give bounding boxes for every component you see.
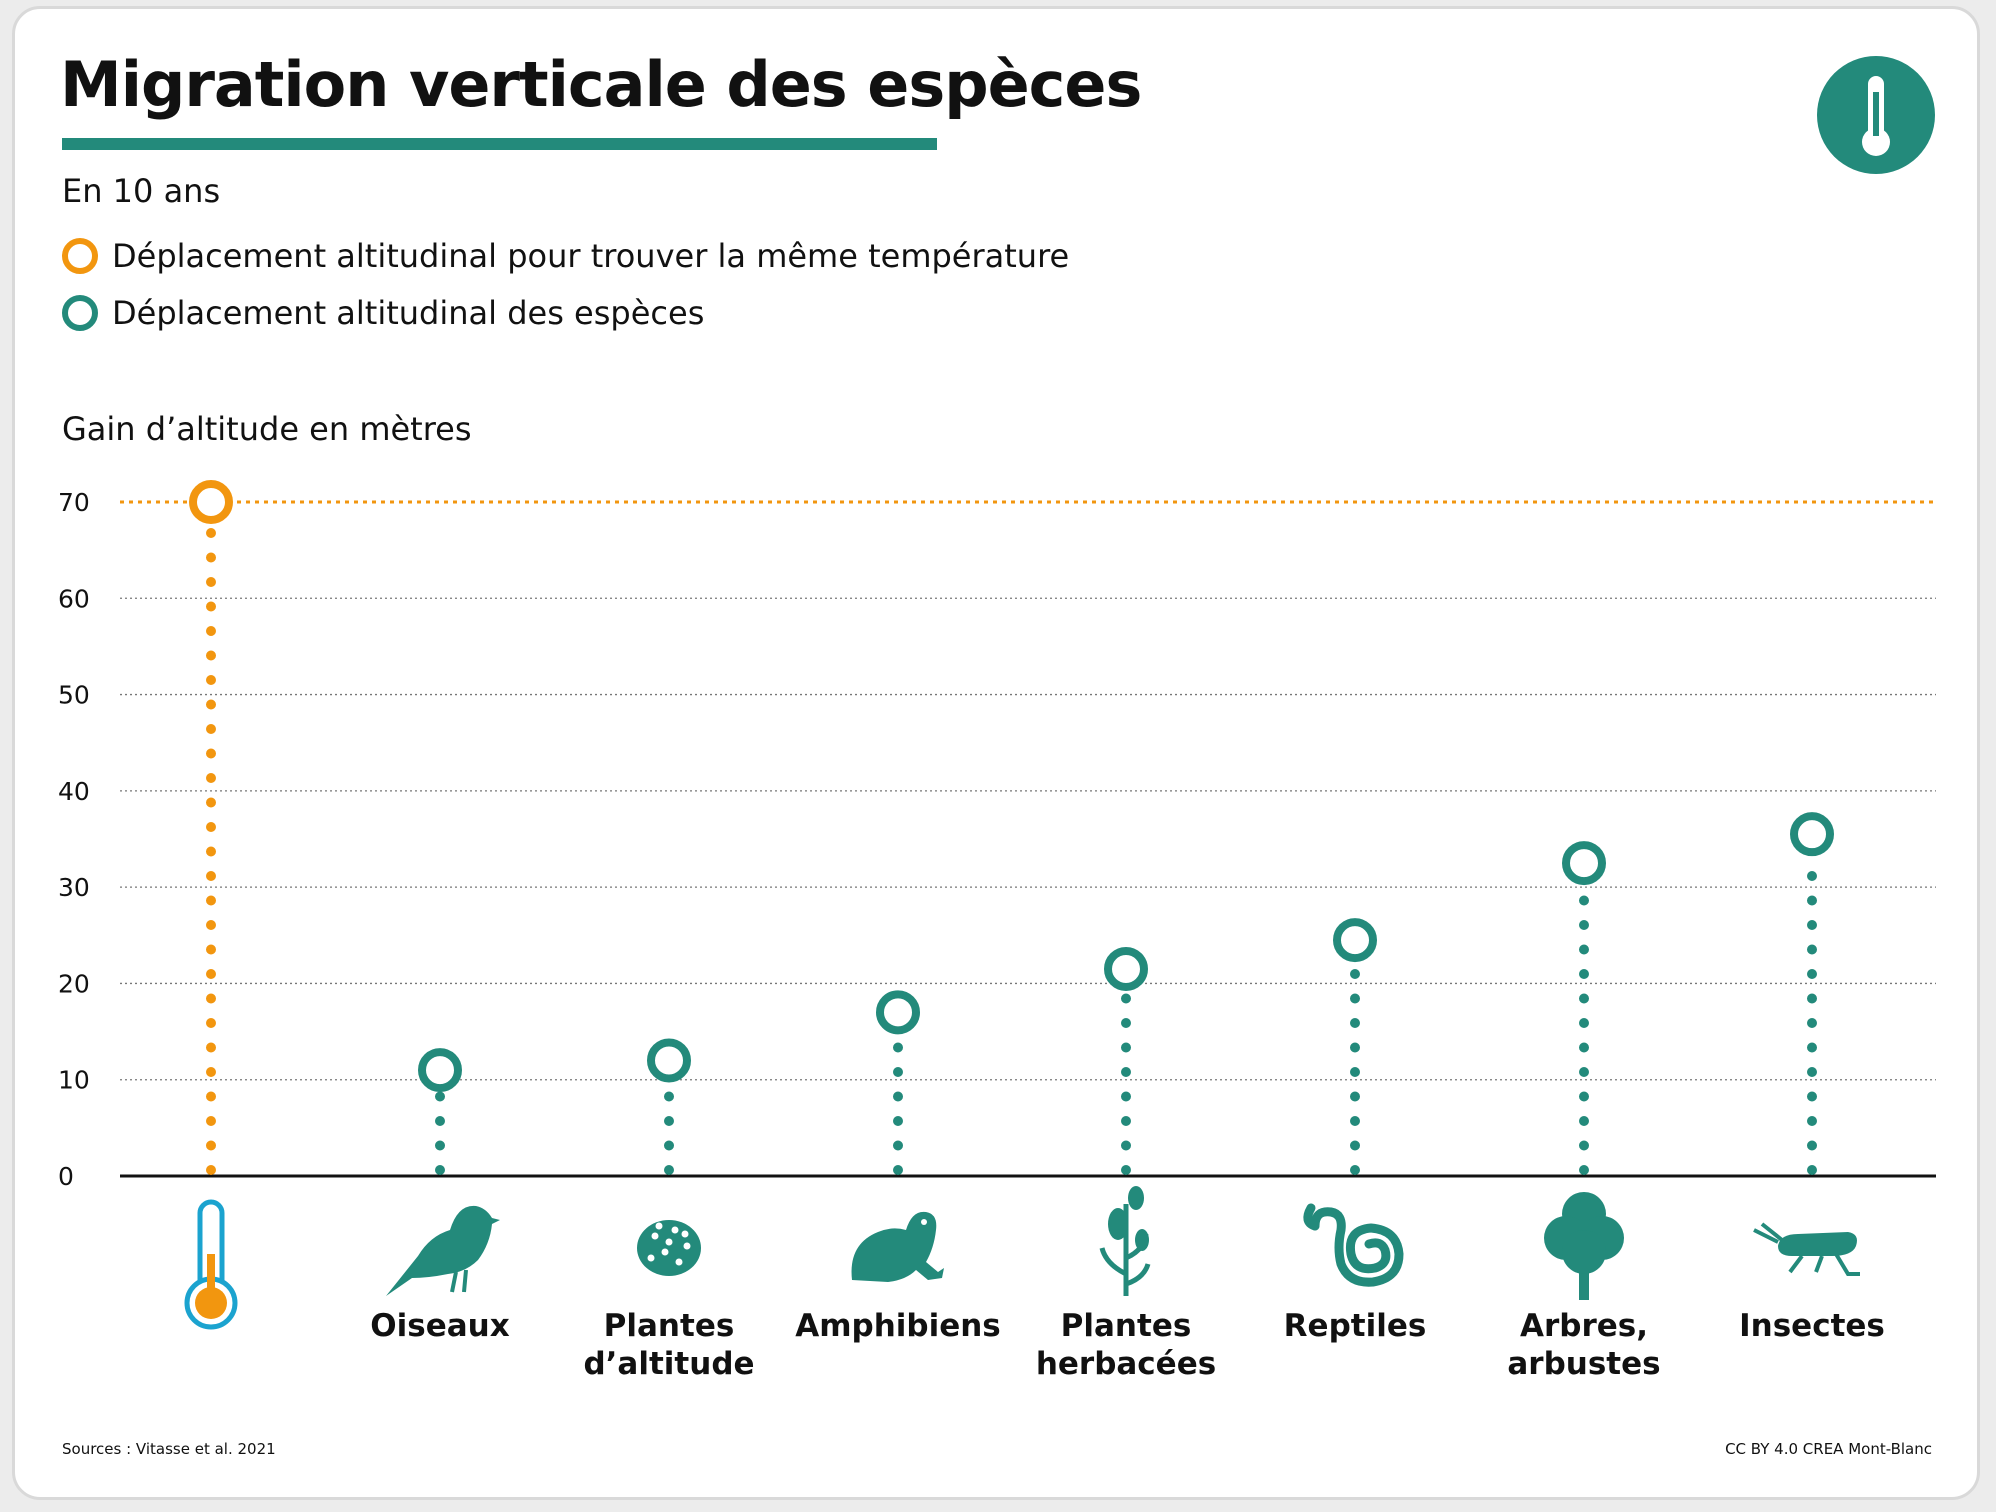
legend-item-species: Déplacement altitudinal des espèces: [62, 294, 704, 332]
category-1-label-line: Oiseaux: [370, 1308, 509, 1344]
legend-label-species: Déplacement altitudinal des espèces: [112, 294, 705, 332]
y-tick-label: 70: [58, 488, 90, 517]
y-axis-label: Gain d’altitude en mètres: [62, 410, 472, 448]
y-tick-label: 10: [58, 1066, 90, 1095]
category-6-marker: [1562, 841, 1606, 886]
frog-icon: [851, 1211, 944, 1282]
page-title: Migration verticale des espèces: [60, 48, 1142, 121]
category-2-label-line: Plantes: [604, 1308, 735, 1344]
category-6-label-line: arbustes: [1507, 1346, 1660, 1382]
category-4-label: Plantes herbacées: [1036, 1308, 1216, 1382]
subtitle: En 10 ans: [62, 172, 221, 210]
alpine-plant-icon: [637, 1220, 701, 1276]
category-4-label-line: Plantes: [1061, 1308, 1192, 1344]
source-note: Sources : Vitasse et al. 2021: [62, 1440, 276, 1458]
thermometer-icon: [184, 1199, 238, 1330]
y-tick-label: 60: [58, 584, 90, 613]
category-1-marker: [418, 1048, 462, 1093]
y-tick-label: 30: [58, 873, 90, 902]
category-2-label: Plantes d’altitude: [583, 1308, 754, 1382]
category-7-label-line: Insectes: [1739, 1308, 1885, 1344]
category-1-label: Oiseaux: [370, 1308, 509, 1344]
category-3-label-line: Amphibiens: [795, 1308, 1001, 1344]
y-tick-label: 40: [58, 777, 90, 806]
legend-item-temperature: Déplacement altitudinal pour trouver la …: [62, 237, 1069, 275]
legend-teal-circle-icon: [62, 295, 98, 331]
herb-icon: [1099, 1186, 1151, 1296]
category-2-marker: [647, 1038, 691, 1083]
category-7-label: Insectes: [1739, 1308, 1885, 1344]
reference-marker: [189, 480, 233, 524]
category-5-label-line: Reptiles: [1284, 1308, 1427, 1344]
category-5-marker: [1333, 918, 1377, 963]
category-4-marker: [1104, 946, 1148, 991]
category-7-marker: [1790, 812, 1834, 857]
category-3-label: Amphibiens: [795, 1308, 1001, 1344]
title-underline: [62, 138, 937, 150]
snake-icon: [1303, 1203, 1404, 1287]
category-5-label: Reptiles: [1284, 1308, 1427, 1344]
tree-icon: [1544, 1192, 1624, 1300]
y-tick-label: 0: [58, 1162, 74, 1191]
insect-icon: [1753, 1222, 1860, 1276]
credit-note: CC BY 4.0 CREA Mont-Blanc: [1725, 1440, 1932, 1458]
legend-orange-circle-icon: [62, 238, 98, 274]
category-3-marker: [876, 990, 920, 1035]
category-4-label-line: herbacées: [1036, 1346, 1216, 1382]
category-6-label: Arbres, arbustes: [1507, 1308, 1660, 1382]
infographic-card: [12, 6, 1980, 1500]
category-2-label-line: d’altitude: [583, 1346, 754, 1382]
bird-icon: [386, 1205, 500, 1296]
y-tick-label: 20: [58, 969, 90, 998]
y-tick-label: 50: [58, 681, 90, 710]
thermometer-badge-icon: [1817, 56, 1935, 174]
category-6-label-line: Arbres,: [1520, 1308, 1648, 1344]
legend-label-temperature: Déplacement altitudinal pour trouver la …: [112, 237, 1070, 275]
